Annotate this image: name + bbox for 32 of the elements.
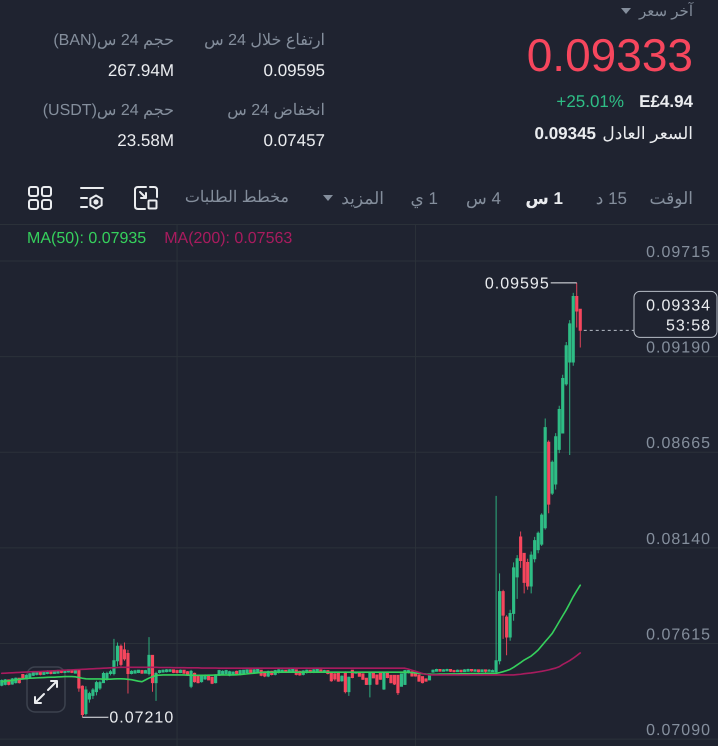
y-tick-label: 0.08140 [646, 530, 711, 548]
text: حجم 24 س(BAN) [53, 32, 174, 49]
text: المزيد [341, 188, 384, 208]
text: 1 س [525, 188, 563, 208]
annotation: 0.09595 [484, 275, 550, 292]
text: 23.58M [117, 130, 174, 150]
y-tick-label: 0.09715 [646, 244, 711, 261]
text: E£4.94 [639, 92, 693, 110]
text: 53:58 [666, 317, 711, 334]
y-tick-label: 0.08665 [646, 435, 711, 452]
text: ارتفاع خلال 24 س [204, 32, 325, 49]
text: 4 س [466, 188, 501, 208]
text: انخفاض 24 س [227, 102, 325, 119]
y-tick-label: 0.07090 [646, 722, 711, 740]
y-tick-label: 0.07615 [646, 626, 711, 644]
text: 0.09345 [534, 124, 596, 142]
text: 0.09333 [526, 29, 693, 81]
legend: MA(50): 0.07935 MA(200): 0.07563 [27, 230, 292, 247]
text: حجم 24 س(USDT) [42, 102, 174, 119]
text: مخطط الطلبات [184, 189, 289, 206]
text: 1 ي [410, 188, 438, 208]
text: السعر العادل [602, 124, 693, 142]
text: 15 د [596, 188, 627, 208]
text: آخر سعر [639, 2, 693, 20]
ref-line-label: 0.09334 [646, 297, 711, 314]
y-tick-label: 0.09190 [646, 340, 711, 357]
text: الوقت [649, 188, 693, 208]
text: 0.09595 [264, 60, 325, 80]
text: 267.94M [108, 60, 174, 80]
text: +25.01% [556, 92, 624, 110]
text: 0.07457 [264, 130, 325, 150]
annotation: 0.07210 [109, 710, 174, 727]
